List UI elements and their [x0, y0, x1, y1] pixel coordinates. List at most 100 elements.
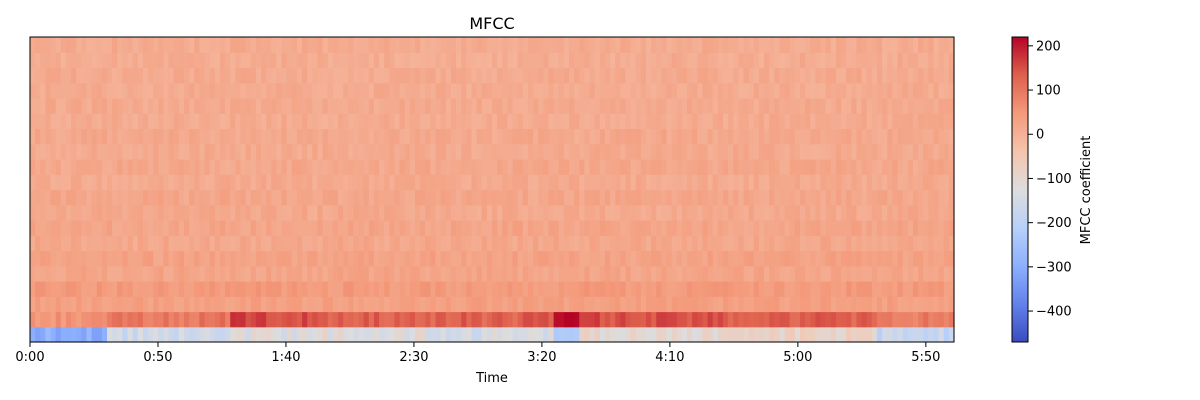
heatmap-cell: [358, 52, 365, 69]
heatmap-cell: [856, 265, 863, 282]
heatmap-cell: [527, 128, 534, 145]
heatmap-cell: [712, 296, 719, 313]
heatmap-cell: [415, 37, 421, 53]
heatmap-cell: [784, 174, 791, 191]
heatmap-cell: [938, 220, 945, 236]
heatmap-cell: [728, 52, 734, 69]
heatmap-cell: [681, 37, 688, 53]
heatmap-cell: [430, 204, 437, 221]
heatmap-cell: [923, 159, 929, 175]
heatmap-cell: [168, 311, 175, 328]
heatmap-cell: [281, 296, 288, 313]
heatmap-cell: [538, 326, 544, 343]
heatmap-cell: [60, 67, 67, 84]
heatmap-cell: [912, 37, 919, 53]
heatmap-cell: [112, 52, 118, 69]
heatmap-cell: [456, 235, 462, 252]
heatmap-cell: [373, 220, 380, 236]
heatmap-cell: [830, 128, 837, 145]
heatmap-cell: [938, 235, 945, 252]
heatmap-cell: [55, 113, 62, 130]
heatmap-cell: [522, 220, 529, 236]
heatmap-cell: [784, 265, 791, 282]
heatmap-cell: [81, 37, 88, 53]
heatmap-cell: [450, 67, 457, 84]
heatmap-cell: [846, 265, 852, 282]
heatmap-cell: [846, 82, 852, 99]
heatmap-cell: [60, 326, 67, 343]
heatmap-cell: [379, 82, 385, 99]
heatmap-cell: [574, 52, 580, 69]
heatmap-cell: [723, 174, 729, 191]
heatmap-cell: [769, 113, 775, 130]
heatmap-cell: [599, 113, 606, 130]
heatmap-cell: [302, 235, 308, 252]
heatmap-cell: [327, 189, 334, 206]
heatmap-cell: [409, 67, 416, 84]
heatmap-cell: [76, 159, 82, 175]
heatmap-cell: [225, 265, 231, 282]
heatmap-cell: [594, 250, 601, 267]
heatmap-cell: [825, 128, 832, 145]
heatmap-cell: [697, 52, 704, 69]
heatmap-cell: [327, 235, 334, 252]
heatmap-cell: [938, 296, 945, 313]
heatmap-cell: [312, 265, 319, 282]
heatmap-cell: [810, 265, 816, 282]
heatmap-cell: [466, 98, 473, 114]
heatmap-cell: [81, 82, 88, 99]
heatmap-cell: [322, 296, 329, 313]
heatmap-cell: [779, 52, 786, 69]
heatmap-cell: [902, 281, 909, 297]
heatmap-cell: [178, 326, 185, 343]
heatmap-cell: [656, 204, 662, 221]
heatmap-cell: [173, 326, 180, 343]
heatmap-cell: [199, 296, 206, 313]
heatmap-cell: [255, 220, 262, 236]
heatmap-cell: [656, 98, 662, 114]
heatmap-cell: [127, 174, 134, 191]
heatmap-cell: [358, 220, 365, 236]
heatmap-cell: [65, 204, 72, 221]
heatmap-cell: [194, 113, 200, 130]
heatmap-cell: [748, 143, 755, 160]
heatmap-cell: [137, 113, 144, 130]
heatmap-cell: [656, 189, 662, 206]
heatmap-cell: [800, 113, 806, 130]
heatmap-cell: [671, 67, 678, 84]
heatmap-cell: [312, 326, 319, 343]
heatmap-cell: [738, 220, 745, 236]
heatmap-cell: [758, 67, 765, 84]
heatmap-cell: [255, 311, 262, 328]
heatmap-cell: [748, 37, 755, 53]
heatmap-cell: [928, 37, 935, 53]
heatmap-cell: [753, 113, 760, 130]
heatmap-cell: [399, 159, 406, 175]
heatmap-cell: [322, 311, 329, 328]
heatmap-cell: [728, 159, 734, 175]
heatmap-cell: [681, 98, 688, 114]
heatmap-cell: [435, 311, 442, 328]
heatmap-cell: [281, 220, 288, 236]
heatmap-cell: [65, 220, 72, 236]
heatmap-cell: [753, 67, 760, 84]
heatmap-cell: [492, 204, 498, 221]
heatmap-cell: [317, 128, 324, 145]
heatmap-cell: [702, 37, 709, 53]
heatmap-cell: [204, 98, 211, 114]
heatmap-cell: [918, 281, 924, 297]
heatmap-cell: [261, 235, 267, 252]
heatmap-cell: [599, 281, 606, 297]
heatmap-cell: [266, 159, 272, 175]
heatmap-cell: [502, 113, 508, 130]
heatmap-cell: [153, 67, 159, 84]
heatmap-cell: [384, 189, 390, 206]
heatmap-cell: [219, 174, 226, 191]
heatmap-cell: [697, 159, 704, 175]
heatmap-cell: [784, 37, 791, 53]
heatmap-cell: [851, 220, 858, 236]
heatmap-cell: [912, 113, 919, 130]
heatmap-cell: [261, 189, 267, 206]
heatmap-cell: [522, 67, 529, 84]
heatmap-cell: [373, 128, 380, 145]
